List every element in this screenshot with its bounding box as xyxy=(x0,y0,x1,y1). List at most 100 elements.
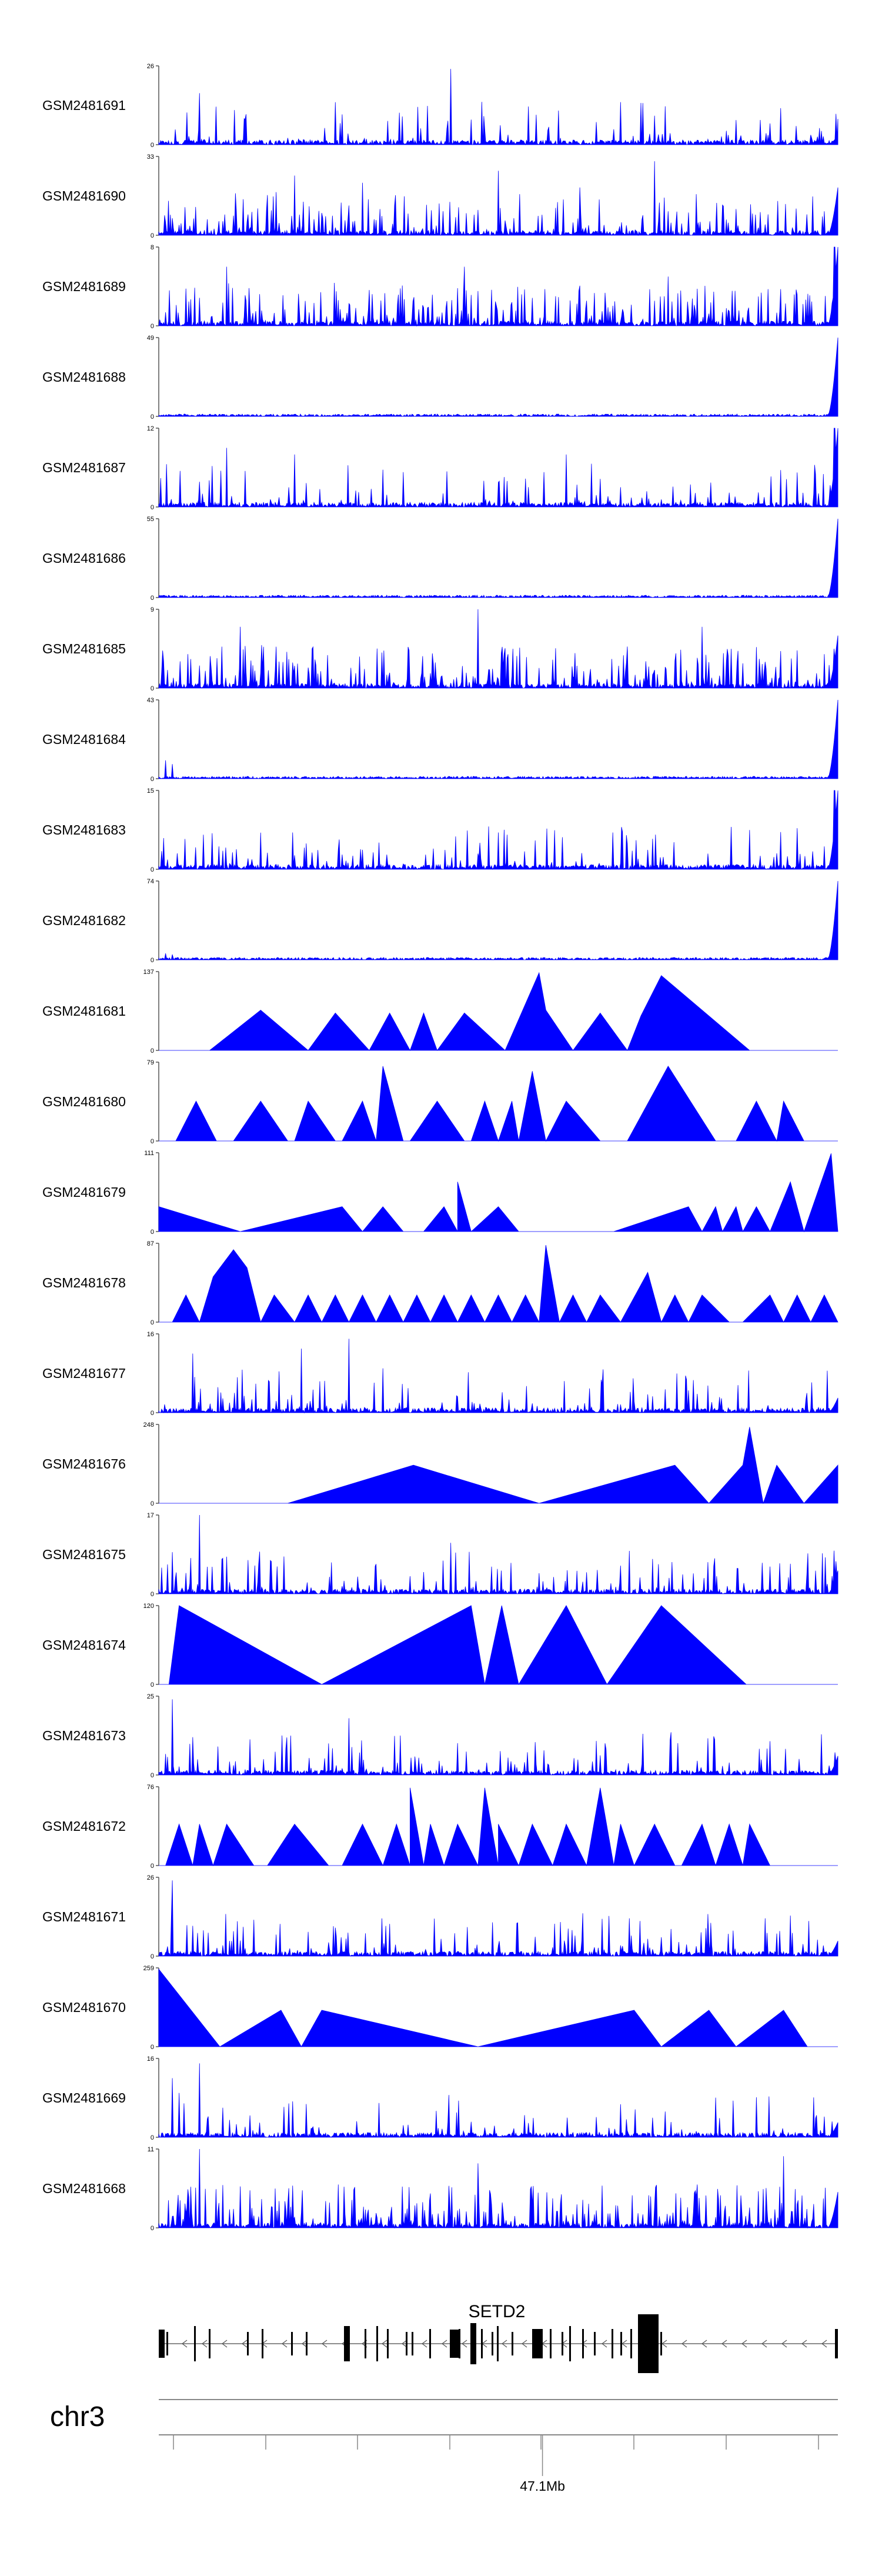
track-GSM2481672: GSM2481672 76 0 xyxy=(42,1784,838,1870)
track-GSM2481681: GSM2481681 137 0 xyxy=(42,969,838,1055)
strand-arrow xyxy=(422,2340,427,2348)
y-min-label: 0 xyxy=(151,866,154,873)
y-min-label: 0 xyxy=(151,323,154,330)
track-label: GSM2481691 xyxy=(42,98,126,113)
exon xyxy=(406,2332,407,2355)
coverage-area xyxy=(158,1880,838,1957)
exon xyxy=(612,2329,613,2358)
track-label: GSM2481683 xyxy=(42,822,126,837)
track-GSM2481680: GSM2481680 79 0 xyxy=(42,1059,838,1145)
y-min-label: 0 xyxy=(151,413,154,421)
track-GSM2481678: GSM2481678 87 0 xyxy=(42,1240,838,1326)
track-label: GSM2481680 xyxy=(42,1094,126,1109)
coverage-area xyxy=(158,337,838,417)
track-GSM2481684: GSM2481684 43 0 xyxy=(42,697,838,783)
y-max-label: 120 xyxy=(143,1603,154,1610)
y-max-label: 248 xyxy=(143,1422,154,1429)
coverage-area xyxy=(158,69,838,146)
track-label: GSM2481671 xyxy=(42,1909,126,1924)
y-max-label: 25 xyxy=(147,1693,154,1700)
y-max-label: 87 xyxy=(147,1240,154,1247)
track-label: GSM2481686 xyxy=(42,550,126,566)
track-GSM2481668: GSM2481668 11 0 xyxy=(42,2146,838,2232)
coverage-area xyxy=(158,1968,838,2047)
coverage-area xyxy=(158,790,838,870)
track-GSM2481679: GSM2481679 111 0 xyxy=(42,1150,838,1236)
strand-arrow xyxy=(522,2340,527,2348)
track-GSM2481676: GSM2481676 248 0 xyxy=(42,1422,838,1507)
track-label: GSM2481675 xyxy=(42,1547,126,1562)
y-min-label: 0 xyxy=(151,957,154,964)
strand-arrow xyxy=(681,2340,687,2348)
exon xyxy=(365,2329,366,2358)
strand-arrow xyxy=(322,2340,328,2348)
track-label: GSM2481673 xyxy=(42,1728,126,1743)
track-GSM2481671: GSM2481671 26 0 xyxy=(42,1874,838,1960)
exon xyxy=(630,2329,632,2358)
exon xyxy=(497,2326,499,2361)
y-max-label: 74 xyxy=(147,878,154,885)
y-max-label: 17 xyxy=(147,1512,154,1519)
exon xyxy=(470,2323,476,2364)
exon xyxy=(344,2326,350,2361)
gene-model xyxy=(159,2314,838,2373)
coverage-area xyxy=(158,2063,838,2138)
strand-arrow xyxy=(821,2340,827,2348)
exon xyxy=(412,2332,413,2355)
track-label: GSM2481688 xyxy=(42,369,126,385)
track-GSM2481673: GSM2481673 25 0 xyxy=(42,1693,838,1779)
track-GSM2481689: GSM2481689 8 0 xyxy=(42,244,838,330)
track-GSM2481685: GSM2481685 9 0 xyxy=(42,606,838,692)
track-label: GSM2481687 xyxy=(42,460,126,475)
coverage-tracks: GSM2481691260GSM2481690330GSM248168980GS… xyxy=(42,63,838,2232)
strand-arrow xyxy=(202,2340,208,2348)
exon xyxy=(620,2332,622,2355)
track-GSM2481691: GSM2481691 26 0 xyxy=(42,63,838,149)
track-label: GSM2481677 xyxy=(42,1366,126,1381)
exon xyxy=(429,2329,431,2358)
track-label: GSM2481676 xyxy=(42,1456,126,1471)
track-label: GSM2481690 xyxy=(42,188,126,203)
strand-arrow xyxy=(222,2340,228,2348)
exon xyxy=(166,2332,168,2355)
coverage-area xyxy=(158,518,838,598)
exon xyxy=(247,2332,249,2355)
exon xyxy=(492,2332,493,2355)
y-max-label: 259 xyxy=(143,1965,154,1972)
y-max-label: 49 xyxy=(147,335,154,342)
track-GSM2481686: GSM2481686 55 0 xyxy=(42,516,838,602)
exon xyxy=(582,2329,584,2358)
gene-track: SETD2 xyxy=(159,2302,838,2373)
track-label: GSM2481668 xyxy=(42,2181,126,2196)
position-label: 47.1Mb xyxy=(520,2478,565,2494)
y-min-label: 0 xyxy=(151,685,154,692)
gene-name: SETD2 xyxy=(469,2302,526,2321)
exon xyxy=(159,2330,165,2358)
track-GSM2481674: GSM2481674 120 0 xyxy=(42,1603,838,1689)
coverage-area xyxy=(158,246,838,327)
strand-arrow xyxy=(502,2340,507,2348)
y-min-label: 0 xyxy=(151,1047,154,1055)
coverage-area xyxy=(158,609,838,689)
strand-arrow xyxy=(442,2340,447,2348)
y-max-label: 137 xyxy=(143,969,154,976)
track-GSM2481670: GSM2481670 259 0 xyxy=(42,1965,838,2051)
track-label: GSM2481689 xyxy=(42,279,126,294)
coverage-area xyxy=(158,699,838,780)
strand-arrow xyxy=(801,2340,807,2348)
y-max-label: 16 xyxy=(147,1331,154,1338)
y-min-label: 0 xyxy=(151,1500,154,1507)
exon xyxy=(481,2329,483,2358)
strand-arrow xyxy=(781,2340,787,2348)
track-GSM2481682: GSM2481682 74 0 xyxy=(42,878,838,964)
y-min-label: 0 xyxy=(151,1319,154,1326)
coverage-area xyxy=(159,972,838,1051)
coverage-area xyxy=(159,1787,838,1867)
y-min-label: 0 xyxy=(151,1138,154,1145)
exon xyxy=(550,2329,552,2358)
strand-arrow xyxy=(602,2340,607,2348)
track-label: GSM2481679 xyxy=(42,1184,126,1200)
exon xyxy=(594,2332,596,2355)
coverage-area xyxy=(158,428,838,508)
coverage-area xyxy=(159,1066,838,1142)
